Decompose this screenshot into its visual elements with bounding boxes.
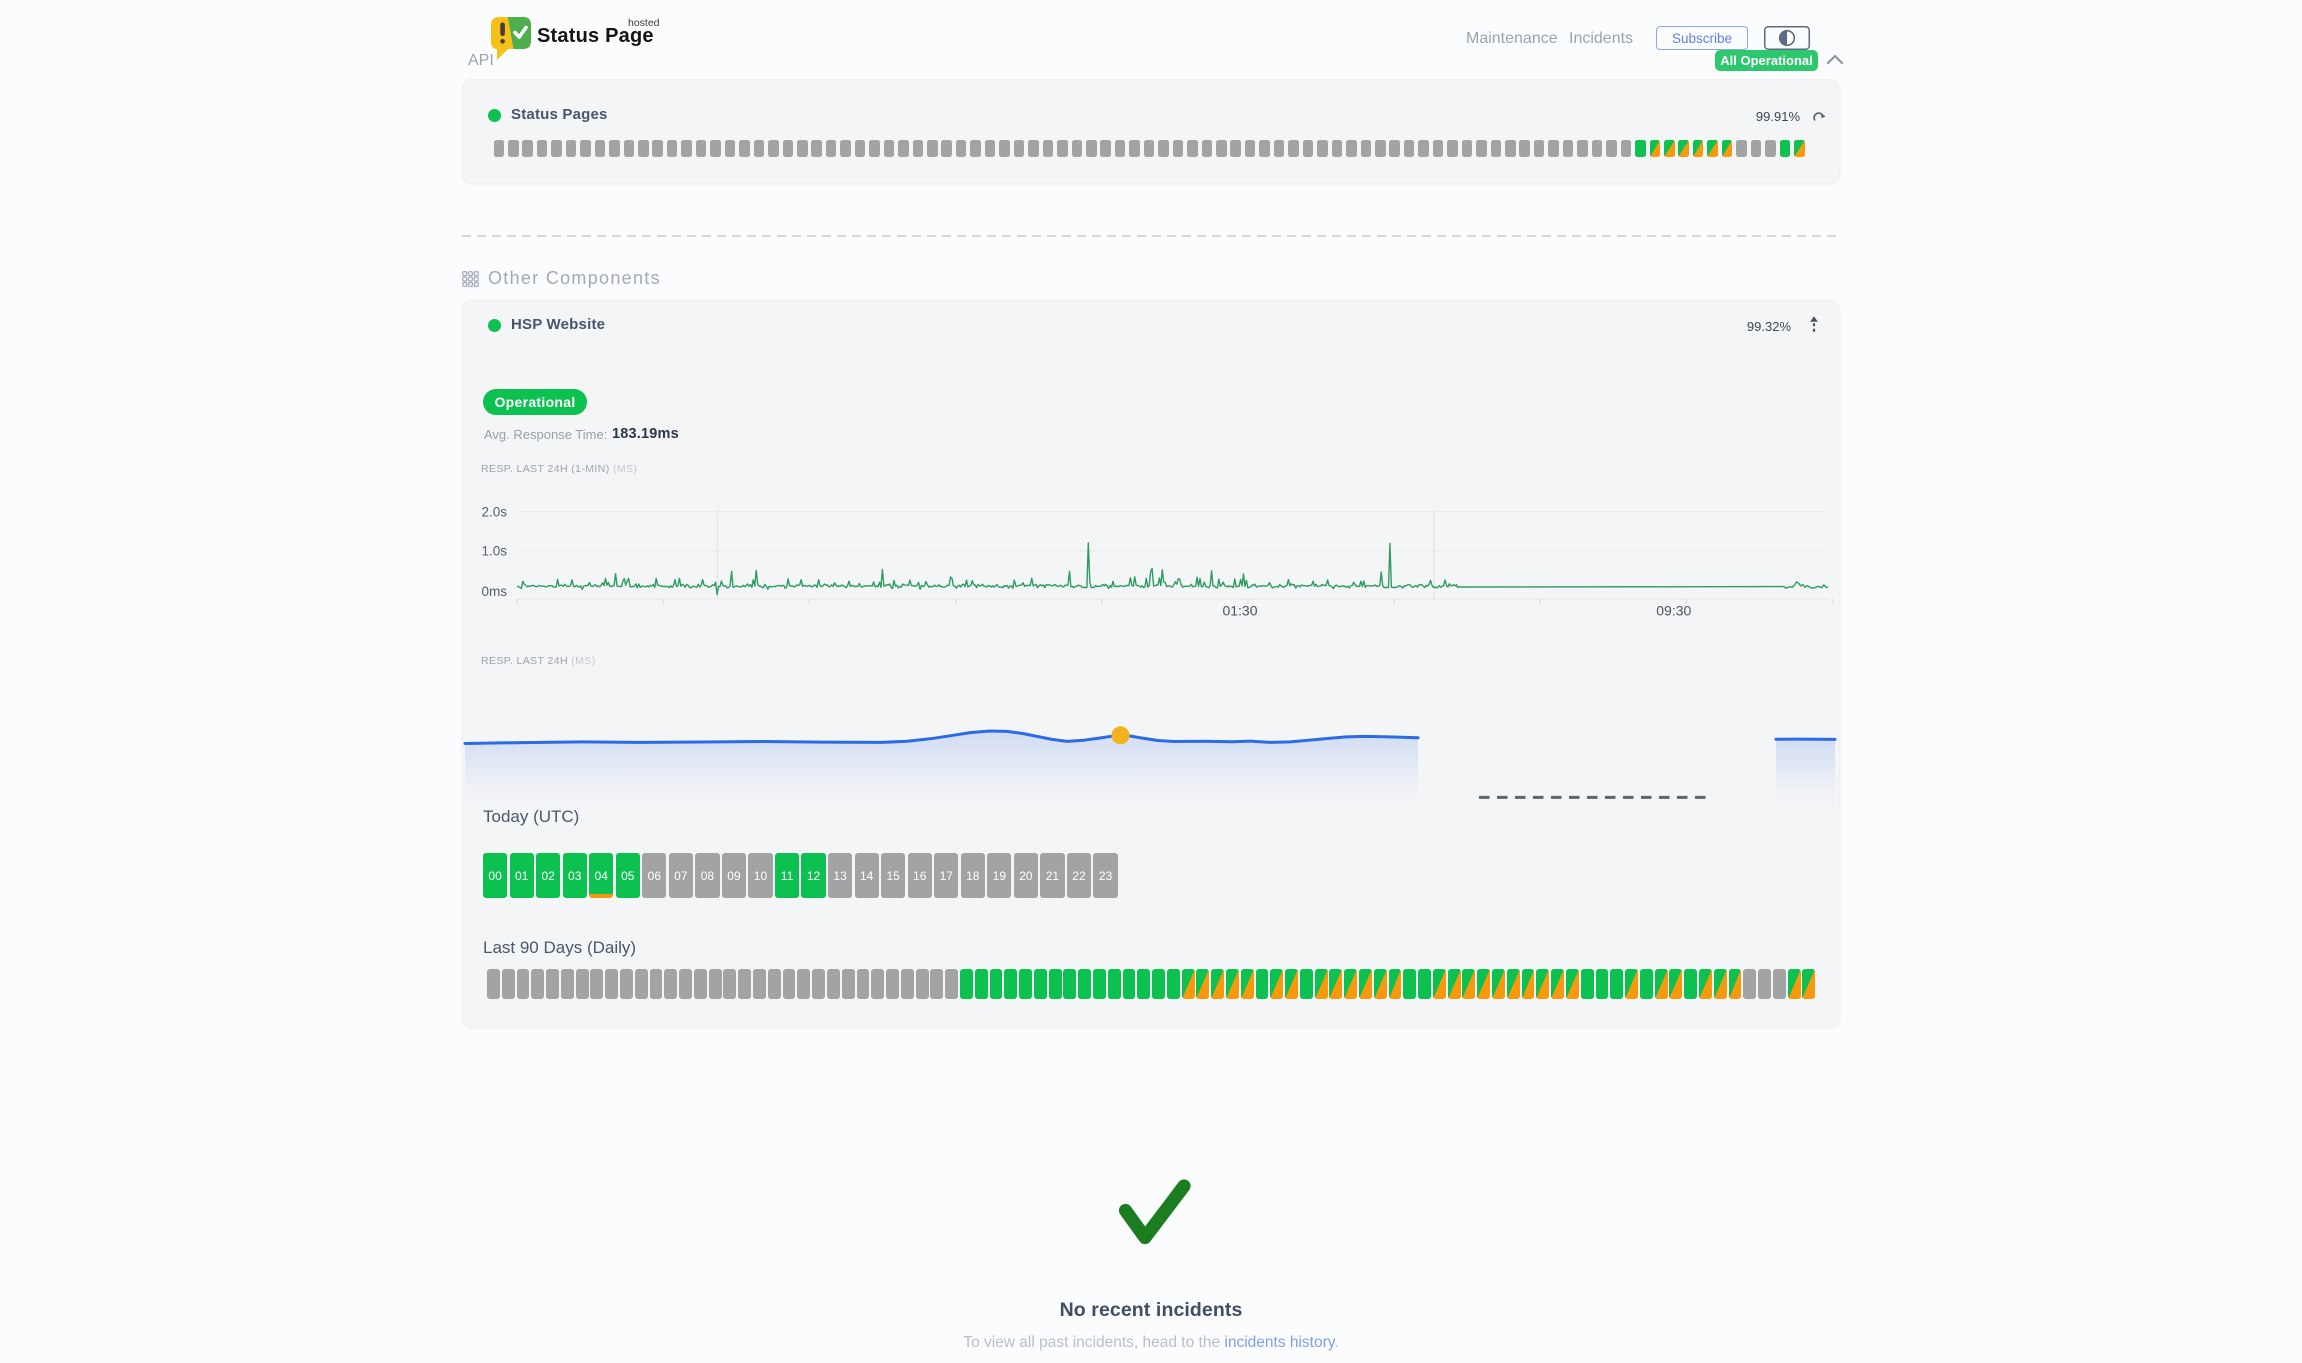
svg-text:0ms: 0ms: [481, 584, 507, 599]
svg-text:01:30: 01:30: [1222, 603, 1257, 619]
svg-text:2.0s: 2.0s: [481, 505, 507, 520]
svg-text:1.0s: 1.0s: [481, 544, 507, 559]
svg-text:09:30: 09:30: [1656, 603, 1691, 619]
